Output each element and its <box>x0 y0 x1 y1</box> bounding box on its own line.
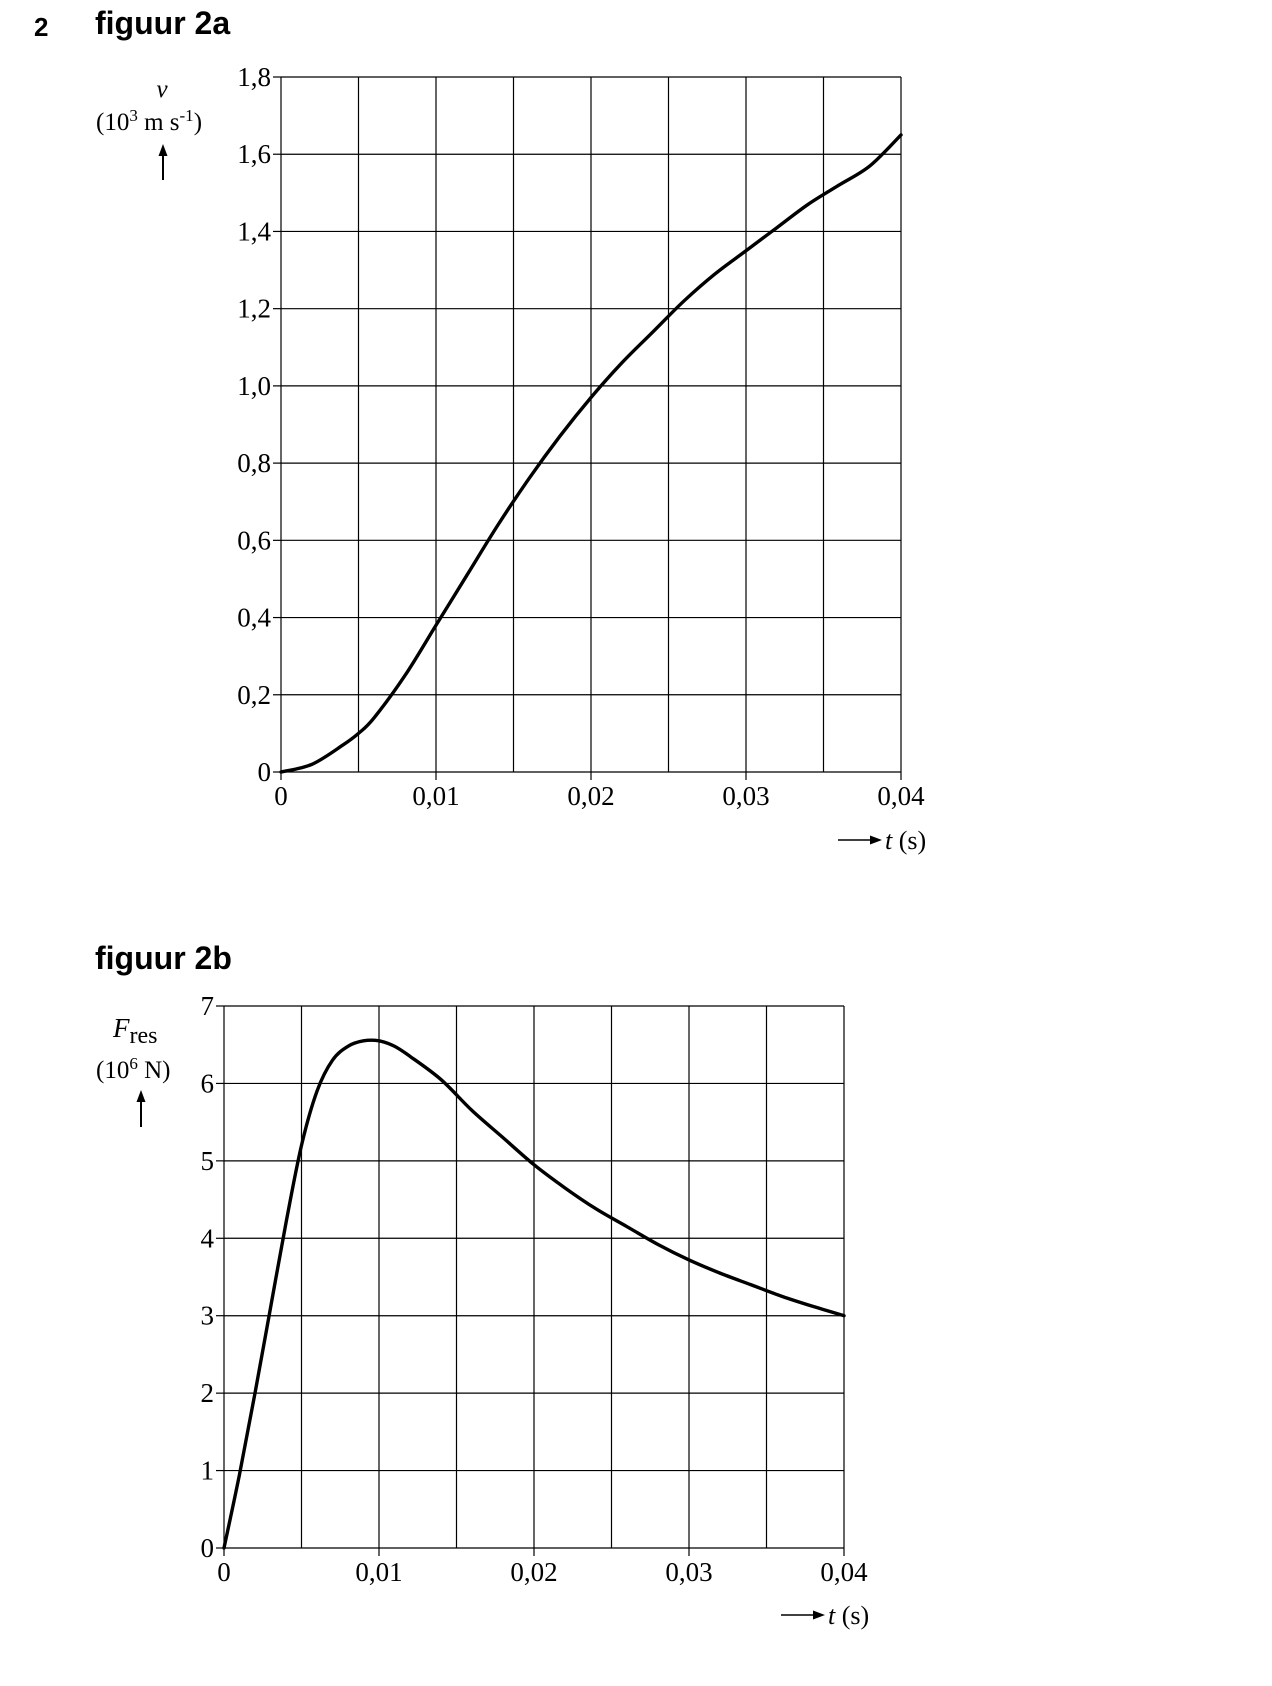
chart-a-ytick-label: 1,8 <box>237 62 271 92</box>
chart-b-xtick-label: 0,02 <box>510 1557 557 1587</box>
chart-a-ytick-label: 0,8 <box>237 448 271 478</box>
chart-a-xtick-label: 0 <box>274 781 288 811</box>
question-number: 2 <box>34 12 49 42</box>
chart-b-ytick-label: 1 <box>201 1456 215 1486</box>
chart-2a-grid <box>280 76 902 773</box>
figure-2b-title: figuur 2b <box>95 940 232 976</box>
chart-2a-xlabel-arrow <box>838 835 882 845</box>
chart-a-ytick-label: 1,2 <box>237 294 271 324</box>
chart-b-xtick-label: 0,01 <box>355 1557 402 1587</box>
chart-b-xtick-label: 0,03 <box>665 1557 712 1587</box>
chart-a-ytick-label: 0,4 <box>237 603 271 633</box>
chart-b-ytick-label: 6 <box>201 1068 215 1098</box>
chart-2a-series <box>279 133 903 774</box>
chart-2b-xlabel: t (s) <box>828 1601 869 1630</box>
chart-2b-ticks: 0 1 2 3 4 5 6 7 0 0,01 0,02 0,03 0,04 <box>201 991 869 1587</box>
chart-a-xtick-label: 0,02 <box>567 781 614 811</box>
chart-b-xtick-label: 0,04 <box>820 1557 868 1587</box>
chart-a-xtick-label: 0,04 <box>877 781 925 811</box>
figure-2a-title: figuur 2a <box>95 5 231 41</box>
chart-b-ytick-label: 5 <box>201 1146 215 1176</box>
chart-2b: 0 1 2 3 4 5 6 7 0 0,01 0,02 0,03 0,04 Fres (106 N) t… <box>96 991 869 1630</box>
chart-2b-ylabel-symbol: Fres <box>112 1013 157 1049</box>
chart-a-ytick-label: 1,0 <box>237 371 271 401</box>
chart-b-ytick-label: 3 <box>201 1301 215 1331</box>
chart-a-xtick-label: 0,03 <box>722 781 769 811</box>
chart-2b-series <box>222 1038 846 1550</box>
chart-a-series-line <box>279 133 903 774</box>
chart-b-series-line <box>222 1038 846 1550</box>
chart-2b-ylabel-arrow <box>136 1090 146 1127</box>
chart-2a-ylabel-symbol: v <box>156 76 168 103</box>
chart-b-ytick-label: 7 <box>201 991 215 1021</box>
chart-a-ytick-label: 1,4 <box>237 216 271 246</box>
chart-a-ytick-label: 0 <box>258 757 272 787</box>
chart-a-ytick-label: 0,2 <box>237 680 271 710</box>
chart-2a-ylabel-unit: (103 m s-1) <box>96 106 202 136</box>
chart-2a-ticks: 0 0,2 0,4 0,6 0,8 1,0 1,2 1,4 1,6 1,8 0 0,01 0,02 0,0… <box>237 62 925 811</box>
chart-a-ytick-label: 1,6 <box>237 139 271 169</box>
chart-a-xtick-label: 0,01 <box>412 781 459 811</box>
chart-2a-xlabel: t (s) <box>885 826 926 855</box>
chart-b-xtick-label: 0 <box>217 1557 231 1587</box>
chart-2b-ylabel-unit: (106 N) <box>96 1054 170 1084</box>
chart-b-ytick-label: 2 <box>201 1378 215 1408</box>
chart-a-ytick-label: 0,6 <box>237 525 271 555</box>
chart-b-ytick-label: 4 <box>201 1223 215 1253</box>
chart-2a-ylabel-arrow <box>158 144 168 180</box>
chart-2b-xlabel-arrow <box>781 1610 825 1620</box>
chart-b-ytick-label: 0 <box>201 1533 215 1563</box>
chart-2b-grid <box>223 1005 845 1549</box>
chart-2a: 0 0,2 0,4 0,6 0,8 1,0 1,2 1,4 1,6 1,8 0 0,01 0,02 0,0… <box>96 62 926 855</box>
